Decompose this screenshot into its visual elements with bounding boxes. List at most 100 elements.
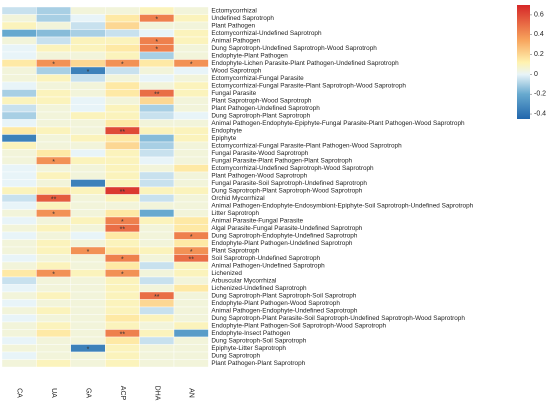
heatmap-cell — [173, 149, 209, 158]
row-label: Endophyte-Plant Pathogen — [211, 52, 288, 59]
row-label: Plant Saprotroph-Wood Saprotroph — [211, 97, 312, 104]
heatmap-cell — [70, 336, 106, 345]
row-label: Animal Pathogen-Undefined Saprotroph — [211, 262, 325, 269]
heatmap-cell — [36, 224, 72, 233]
heatmap-cell — [36, 126, 72, 135]
heatmap-cell — [173, 314, 209, 323]
heatmap-cell — [139, 224, 175, 233]
heatmap-cell — [139, 156, 175, 165]
heatmap-cell — [104, 21, 140, 30]
significance-marker: * — [155, 16, 158, 23]
heatmap-cell — [70, 359, 106, 368]
heatmap-cell — [70, 314, 106, 323]
heatmap-cell — [70, 329, 106, 338]
heatmap-cell — [1, 261, 37, 270]
heatmap-cell — [1, 179, 37, 188]
heatmap-cell — [1, 111, 37, 120]
row-label: Endophyte-Plant Pathogen-Soil Saprotroph… — [211, 322, 386, 329]
heatmap-cell — [173, 201, 209, 210]
row-label: Endophyte-Plant Pathogen-Wood Saprotroph — [211, 300, 340, 307]
heatmap-cell — [1, 14, 37, 23]
color-legend-bar — [517, 5, 530, 119]
heatmap-cell — [173, 81, 209, 90]
heatmap-cell — [1, 224, 37, 233]
heatmap-cell — [139, 134, 175, 143]
row-label: Orchid Mycorrhizal — [211, 195, 264, 202]
heatmap-cell — [36, 171, 72, 180]
heatmap-cell — [173, 111, 209, 120]
heatmap-cell — [173, 14, 209, 23]
heatmap-cell — [173, 186, 209, 195]
heatmap-cell — [173, 51, 209, 60]
heatmap-cell — [1, 359, 37, 368]
legend-tick-label: 0.4 — [534, 31, 544, 38]
heatmap-cell — [70, 276, 106, 285]
heatmap-cell — [1, 29, 37, 38]
heatmap-cell — [36, 314, 72, 323]
heatmap-cell — [104, 156, 140, 165]
heatmap-cell — [70, 6, 106, 15]
heatmap-cell — [1, 276, 37, 285]
significance-marker: * — [190, 234, 193, 241]
heatmap-cell — [1, 231, 37, 240]
row-label: Plant Pathogen-Undefined Saprotroph — [211, 105, 320, 112]
significance-marker: * — [52, 61, 55, 68]
heatmap-cell — [1, 209, 37, 218]
heatmap-cell — [70, 194, 106, 203]
heatmap-cell — [36, 29, 72, 38]
heatmap-cell — [36, 51, 72, 60]
heatmap-cell — [139, 284, 175, 293]
heatmap-cell — [173, 344, 209, 353]
heatmap-cell — [70, 201, 106, 210]
row-label: Ectomycorrhizal-Fungal Parasite-Plant Pa… — [211, 142, 402, 149]
heatmap-cell — [173, 104, 209, 113]
heatmap-cell — [104, 209, 140, 218]
heatmap-cell — [1, 89, 37, 98]
heatmap-cell — [104, 89, 140, 98]
row-label: Endophyte-Lichen Parasite-Plant Pathogen… — [211, 60, 399, 67]
heatmap-cell — [173, 329, 209, 338]
heatmap-cell — [173, 276, 209, 285]
column-label: ACP — [119, 386, 126, 401]
row-label: Fungal Parasite-Soil Saprotroph-Undefine… — [211, 180, 367, 187]
heatmap-cells — [1, 6, 209, 368]
heatmap-cell — [1, 51, 37, 60]
legend-tick-label: -0.2 — [534, 91, 546, 98]
heatmap-cell — [139, 164, 175, 173]
heatmap-cell — [36, 89, 72, 98]
heatmap-cell — [70, 156, 106, 165]
heatmap-cell — [173, 269, 209, 278]
significance-marker: * — [121, 219, 124, 226]
heatmap-cell — [70, 209, 106, 218]
heatmap-cell — [104, 171, 140, 180]
row-label: Animal Pathogen-Endophyte-Undefined Sapr… — [211, 307, 357, 314]
heatmap-cell — [1, 284, 37, 293]
heatmap-cell — [70, 14, 106, 23]
heatmap-cell — [70, 321, 106, 330]
heatmap-cell — [173, 119, 209, 128]
row-label: Dung Saprotroph — [211, 352, 260, 359]
heatmap-cell — [104, 359, 140, 368]
heatmap-cell — [104, 239, 140, 248]
heatmap-cell — [173, 74, 209, 83]
heatmap-cell — [139, 321, 175, 330]
heatmap-cell — [139, 216, 175, 225]
row-label: Arbuscular Mycorrhizal — [211, 277, 276, 284]
heatmap-cell — [139, 261, 175, 270]
heatmap-cell — [173, 194, 209, 203]
heatmap-cell — [139, 276, 175, 285]
heatmap-cell — [70, 89, 106, 98]
heatmap-cell — [104, 314, 140, 323]
significance-marker: * — [87, 69, 90, 76]
heatmap-cell — [104, 74, 140, 83]
heatmap-cell — [139, 359, 175, 368]
heatmap-cell — [139, 81, 175, 90]
heatmap-cell — [36, 134, 72, 143]
heatmap-cell — [139, 329, 175, 338]
row-label: Epiphyte-Litter Saprotroph — [211, 345, 286, 352]
heatmap-cell — [139, 231, 175, 240]
significance-marker: * — [87, 249, 90, 256]
heatmap-cell — [1, 6, 37, 15]
heatmap-cell — [104, 284, 140, 293]
